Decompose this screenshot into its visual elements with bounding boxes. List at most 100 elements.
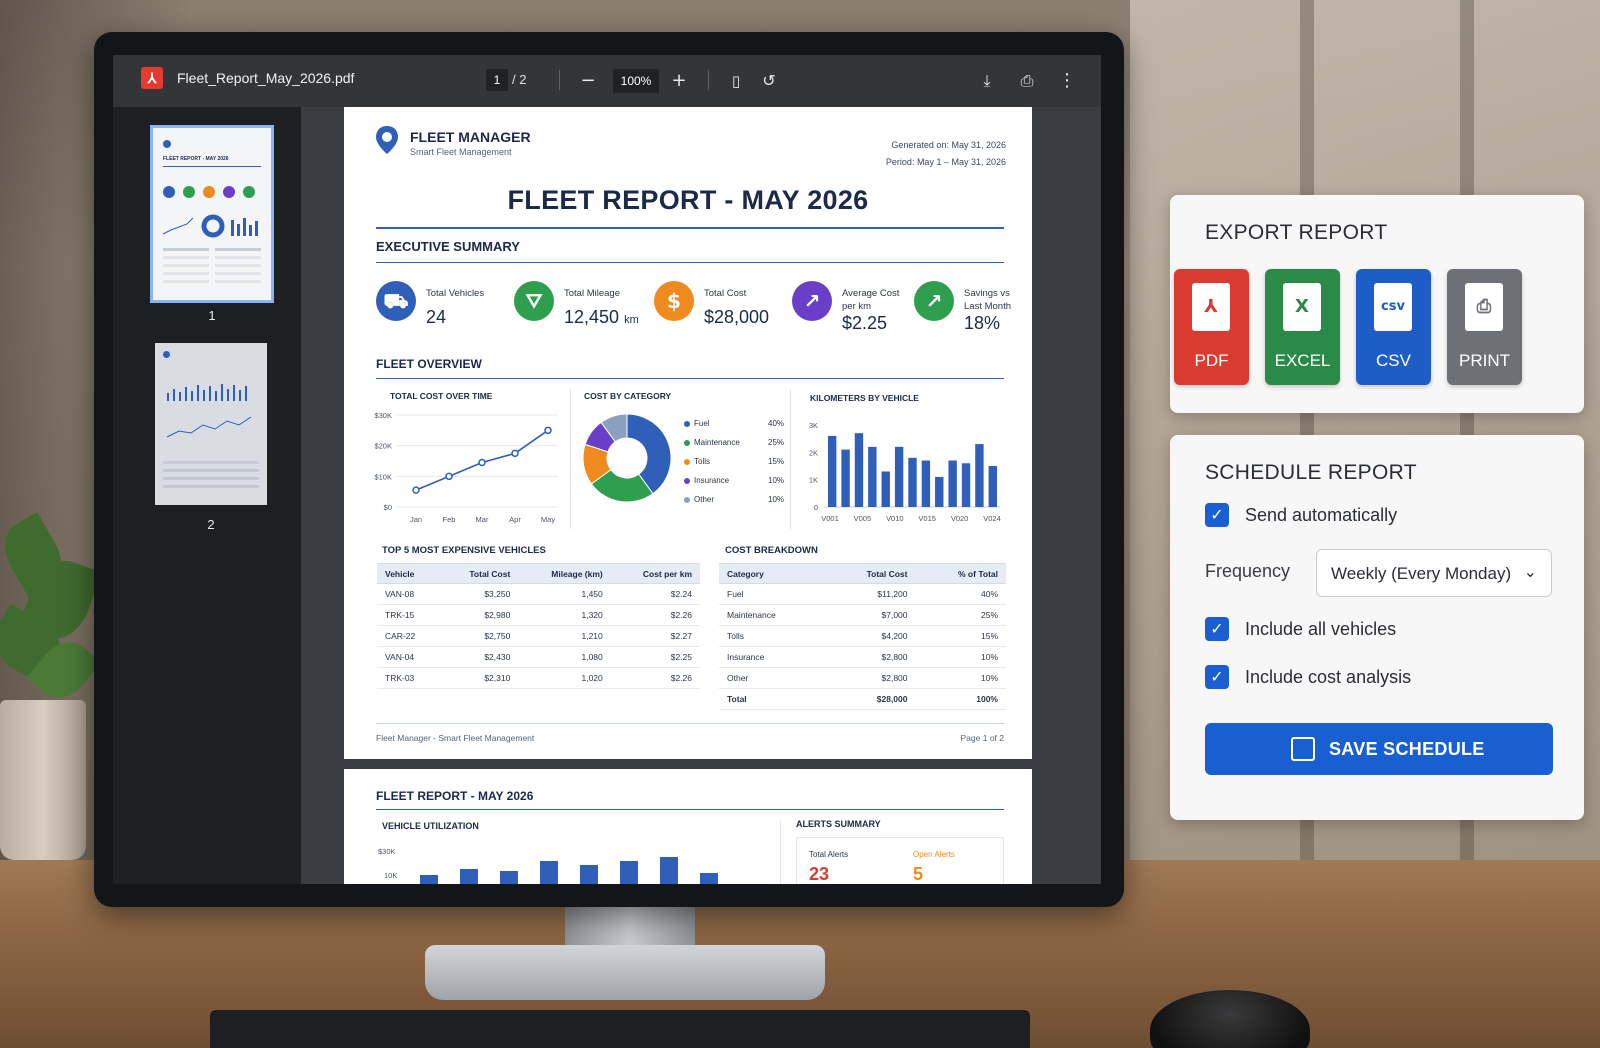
- include-vehicles-row[interactable]: ✓ Include all vehicles: [1205, 615, 1396, 643]
- footer-page-number: Page 1 of 2: [960, 733, 1004, 743]
- table-body: Fuel $11,200 40% Maintenance $7,000 25% Tolls $…: [719, 583, 1006, 710]
- kpi-label: Total Cost: [704, 288, 747, 299]
- legend-swatch: [684, 458, 690, 465]
- utilization-bar: [660, 857, 678, 884]
- minus-icon[interactable]: −: [575, 68, 601, 94]
- legend-item: Tolls 15%: [684, 457, 784, 466]
- brand-name: FLEET MANAGER: [410, 129, 531, 145]
- export-pdf-button[interactable]: ⅄ PDF: [1174, 269, 1249, 385]
- document-area[interactable]: FLEET MANAGER Smart Fleet Management Gen…: [301, 107, 1101, 884]
- legend-swatch: [684, 496, 690, 503]
- legend-value: 10%: [768, 476, 785, 485]
- fleet-overview-heading: FLEET OVERVIEW: [376, 357, 482, 371]
- checkbox-checked-icon[interactable]: ✓: [1205, 665, 1229, 689]
- table-cell: $2.24: [610, 583, 700, 605]
- column-header: Mileage (km): [518, 563, 611, 584]
- more-vertical-icon[interactable]: ⋮: [1054, 68, 1080, 94]
- table-cell: $3,250: [440, 583, 519, 605]
- export-excel-button[interactable]: X EXCEL: [1265, 269, 1340, 385]
- plus-icon[interactable]: +: [666, 68, 692, 94]
- toolbar-divider: [708, 70, 709, 90]
- y-tick-label: 2K: [809, 448, 818, 457]
- x-tick-label: Mar: [476, 515, 489, 524]
- kpi-value: 12,450 km: [564, 307, 639, 328]
- x-tick-label: V005: [854, 514, 872, 523]
- checkbox-checked-icon[interactable]: ✓: [1205, 617, 1229, 641]
- brand-tagline: Smart Fleet Management: [410, 147, 512, 157]
- open-alerts-value: 5: [913, 864, 924, 884]
- column-header: % of Total: [915, 563, 1006, 584]
- column-header: Cost per km: [610, 563, 700, 584]
- table-cell: Other: [719, 667, 824, 689]
- section-rule: [376, 262, 1004, 263]
- table-cell: CAR-22: [377, 625, 441, 647]
- kpi-value: $28,000: [704, 307, 769, 328]
- zoom-level[interactable]: 100%: [613, 69, 659, 93]
- legend-label: Tolls: [694, 457, 711, 466]
- frequency-select[interactable]: Weekly (Every Monday) ⌄: [1316, 549, 1552, 597]
- arrow-up-right-icon: ↗: [914, 281, 954, 321]
- checkbox-checked-icon[interactable]: ✓: [1205, 503, 1229, 527]
- export-button-label: CSV: [1376, 351, 1411, 370]
- thumbnail-logo: [163, 140, 171, 148]
- kpi-value: 18%: [964, 313, 1000, 334]
- thumbnail-page-2[interactable]: [155, 343, 267, 505]
- fit-page-icon[interactable]: ▯: [723, 68, 749, 94]
- export-print-button[interactable]: ⎙ PRINT: [1447, 269, 1522, 385]
- x-tick-label: Jan: [410, 515, 422, 524]
- send-automatically-label: Send automatically: [1245, 504, 1398, 525]
- thumbnail-row: [215, 272, 261, 275]
- current-page-input[interactable]: 1: [486, 69, 508, 91]
- x-tick-label: May: [541, 515, 555, 524]
- bar: [975, 444, 984, 507]
- download-icon[interactable]: ⤓: [974, 68, 1000, 94]
- legend-value: 25%: [768, 438, 785, 447]
- excel-file-icon: X: [1283, 283, 1321, 331]
- schedule-report-panel: SCHEDULE REPORT ✓ Send automatically Fre…: [1170, 435, 1584, 820]
- thumbnail-kpi: [163, 186, 175, 198]
- send-automatically-row[interactable]: ✓ Send automatically: [1205, 501, 1397, 529]
- bar: [935, 476, 944, 507]
- table-row: VAN-08 $3,250 1,450 $2.24: [377, 583, 700, 605]
- table-cell: $2,750: [440, 625, 519, 647]
- top5-heading: TOP 5 MOST EXPENSIVE VEHICLES: [382, 545, 546, 556]
- cost-breakdown-table: Category Total Cost% of Total Fuel $11,200…: [719, 563, 1006, 710]
- x-tick-label: V001: [821, 514, 839, 523]
- thumbnail-page-1[interactable]: FLEET REPORT - MAY 2026: [150, 125, 274, 303]
- plant-pot: [0, 700, 86, 860]
- print-icon[interactable]: ⎙: [1014, 68, 1040, 94]
- export-csv-button[interactable]: csv CSV: [1356, 269, 1431, 385]
- kpi-value-number: $28,000: [704, 307, 770, 327]
- truck-icon: ⛟: [376, 281, 416, 321]
- table-row: Fuel $11,200 40%: [719, 583, 1006, 605]
- footer-rule: [376, 723, 1004, 724]
- thumbnail-row: [163, 256, 209, 259]
- data-point: [511, 449, 519, 458]
- road-icon: ⛛: [514, 281, 554, 321]
- include-cost-label: Include cost analysis: [1245, 666, 1412, 687]
- rotate-icon[interactable]: ↺: [756, 68, 782, 94]
- pie-slice: [600, 413, 628, 443]
- pie-legend: Fuel 40% Maintenance 25% Tolls 15% Insurance 10…: [684, 419, 784, 509]
- include-cost-row[interactable]: ✓ Include cost analysis: [1205, 663, 1411, 691]
- chevron-down-icon: ⌄: [1523, 562, 1537, 581]
- thumbnail-rule: [163, 166, 261, 167]
- table-row: Other $2,800 10%: [719, 667, 1006, 689]
- page2-title: FLEET REPORT - MAY 2026: [376, 789, 534, 803]
- kpi-value-unit: km: [624, 314, 639, 326]
- table-cell: $2.25: [610, 646, 700, 668]
- x-tick-label: V010: [886, 514, 904, 523]
- thumbnail-kpi: [243, 186, 255, 198]
- keyboard: [210, 1010, 1030, 1048]
- column-header: Total Cost: [823, 563, 916, 584]
- thumbnail-row: [215, 248, 261, 251]
- table-cell: Total: [719, 688, 824, 710]
- chart-divider: [780, 821, 781, 884]
- save-schedule-button[interactable]: SAVE SCHEDULE: [1205, 723, 1553, 775]
- table-cell: Tolls: [719, 625, 824, 647]
- kpi-value-number: 24: [426, 307, 447, 327]
- table-row: Tolls $4,200 15%: [719, 625, 1006, 647]
- legend-label: Maintenance: [694, 438, 740, 447]
- x-tick-label: V015: [918, 514, 936, 523]
- utilization-bar: [540, 861, 558, 884]
